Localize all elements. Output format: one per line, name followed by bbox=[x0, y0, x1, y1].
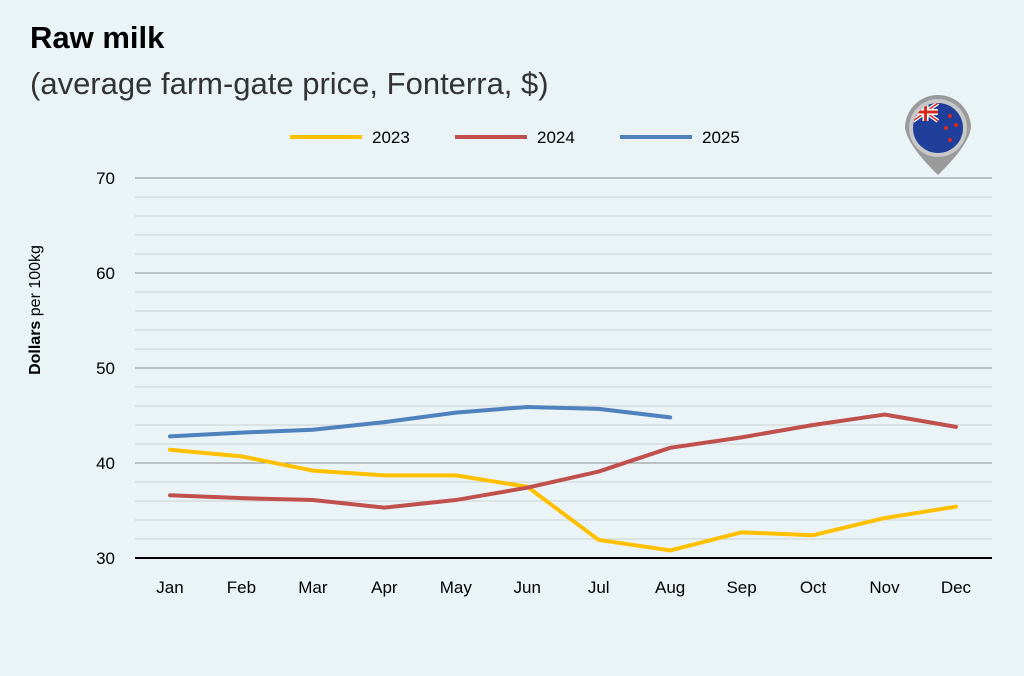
y-tick-label: 70 bbox=[96, 169, 115, 188]
x-tick-label: Jul bbox=[588, 578, 610, 597]
x-tick-label: Dec bbox=[941, 578, 972, 597]
x-tick-label: Mar bbox=[298, 578, 328, 597]
series-line-2024 bbox=[168, 412, 958, 510]
series-line-2025 bbox=[168, 404, 673, 439]
y-tick-label: 30 bbox=[96, 549, 115, 568]
y-tick-label: 50 bbox=[96, 359, 115, 378]
x-tick-label: May bbox=[440, 578, 473, 597]
y-axis-label: Dollars per 100kg bbox=[27, 245, 44, 375]
y-tick-label: 60 bbox=[96, 264, 115, 283]
y-axis-label-rest: per 100kg bbox=[27, 245, 44, 321]
legend-label-2025: 2025 bbox=[702, 128, 740, 147]
x-tick-label: Nov bbox=[869, 578, 900, 597]
chart-title: Raw milk bbox=[30, 20, 165, 55]
y-axis-label-bold: Dollars bbox=[27, 321, 44, 375]
x-tick-label: Oct bbox=[800, 578, 827, 597]
x-tick-label: Apr bbox=[371, 578, 398, 597]
x-tick-label: Sep bbox=[726, 578, 756, 597]
legend-label-2024: 2024 bbox=[537, 128, 575, 147]
chart-subtitle: (average farm-gate price, Fonterra, $) bbox=[30, 66, 549, 101]
x-tick-label: Feb bbox=[227, 578, 256, 597]
x-tick-label: Jun bbox=[514, 578, 541, 597]
series-line-2023 bbox=[168, 447, 958, 553]
legend-label-2023: 2023 bbox=[372, 128, 410, 147]
x-tick-label: Aug bbox=[655, 578, 685, 597]
new-zealand-flag-map-pin-icon bbox=[905, 95, 971, 175]
x-tick-label: Jan bbox=[156, 578, 183, 597]
y-tick-label: 40 bbox=[96, 454, 115, 473]
